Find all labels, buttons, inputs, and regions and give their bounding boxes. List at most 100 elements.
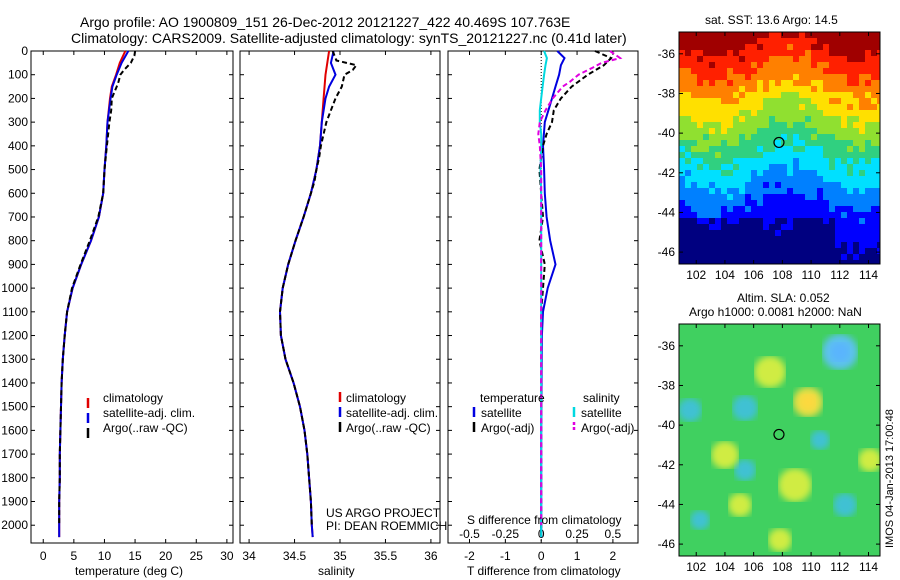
- sst-cell: [835, 152, 842, 159]
- sst-cell: [829, 242, 836, 249]
- sst-cell: [775, 74, 782, 81]
- sst-cell: [709, 254, 716, 261]
- sst-cell: [697, 188, 704, 195]
- sst-cell: [721, 146, 728, 153]
- sst-cell: [691, 212, 698, 219]
- sst-cell: [763, 164, 770, 171]
- sst-cell: [841, 248, 848, 255]
- sst-cell: [727, 110, 734, 117]
- sst-cell: [871, 38, 878, 45]
- sst-cell: [769, 98, 776, 105]
- sst-cell: [841, 140, 848, 147]
- sst-cell: [727, 218, 734, 225]
- sst-cell: [697, 140, 704, 147]
- sst-cell: [841, 146, 848, 153]
- sst-cell: [853, 188, 860, 195]
- sst-cell: [751, 116, 758, 123]
- sst-cell: [787, 236, 794, 243]
- sst-cell: [733, 212, 740, 219]
- sst-cell: [787, 86, 794, 93]
- sla-blob: [768, 528, 792, 552]
- sst-cell: [823, 248, 830, 255]
- sst-cell: [865, 110, 872, 117]
- sst-cell: [835, 206, 842, 213]
- sst-cell: [703, 254, 710, 261]
- sst-cell: [829, 152, 836, 159]
- sst-cell: [865, 182, 872, 189]
- sst-cell: [697, 122, 704, 129]
- sst-cell: [751, 38, 758, 45]
- sla-blob: [833, 493, 857, 517]
- sst-cell: [733, 242, 740, 249]
- sst-cell: [805, 128, 812, 135]
- sst-cell: [877, 74, 880, 81]
- sst-cell: [697, 134, 704, 141]
- sst-cell: [847, 236, 854, 243]
- sst-cell: [739, 62, 746, 69]
- sst-cell: [787, 62, 794, 69]
- sst-cell: [679, 92, 686, 99]
- sst-cell: [757, 242, 764, 249]
- sst-cell: [757, 170, 764, 177]
- sst-cell: [733, 200, 740, 207]
- sst-cell: [763, 236, 770, 243]
- sst-cell: [865, 218, 872, 225]
- sla-blob: [711, 441, 739, 469]
- sst-cell: [709, 152, 716, 159]
- sst-cell: [793, 218, 800, 225]
- sst-cell: [865, 242, 872, 249]
- sst-cell: [769, 44, 776, 51]
- sst-cell: [727, 260, 734, 264]
- sst-cell: [679, 86, 686, 93]
- sst-cell: [751, 146, 758, 153]
- lon-tick-label: 108: [772, 268, 792, 282]
- sst-cell: [739, 224, 746, 231]
- sst-cell: [715, 260, 722, 264]
- sst-cell: [721, 158, 728, 165]
- sst-cell: [829, 248, 836, 255]
- sst-cell: [841, 80, 848, 87]
- sst-cell: [715, 98, 722, 105]
- sst-cell: [739, 104, 746, 111]
- depth-tick-label: 600: [8, 186, 28, 200]
- sst-cell: [679, 194, 686, 201]
- sst-cell: [787, 50, 794, 57]
- sst-cell: [859, 68, 866, 75]
- sst-cell: [727, 56, 734, 63]
- sst-cell: [859, 152, 866, 159]
- sst-cell: [865, 56, 872, 63]
- sst-cell: [847, 170, 854, 177]
- sst-cell: [871, 44, 878, 51]
- sst-cell: [703, 182, 710, 189]
- sst-cell: [715, 50, 722, 57]
- sst-cell: [715, 86, 722, 93]
- sst-cell: [697, 164, 704, 171]
- sst-cell: [859, 218, 866, 225]
- sst-cell: [781, 68, 788, 75]
- sst-cell: [871, 146, 878, 153]
- sst-cell: [877, 92, 880, 99]
- sst-cell: [805, 80, 812, 87]
- legend-t-argo: Argo(-adj): [481, 421, 534, 435]
- sst-cell: [835, 110, 842, 117]
- sst-cell: [823, 152, 830, 159]
- sst-cell: [829, 218, 836, 225]
- sst-cell: [745, 236, 752, 243]
- sst-cell: [733, 164, 740, 171]
- sst-cell: [823, 236, 830, 243]
- sst-cell: [799, 80, 806, 87]
- sst-cell: [775, 38, 782, 45]
- sst-cell: [769, 218, 776, 225]
- sst-cell: [697, 248, 704, 255]
- sst-cell: [811, 218, 818, 225]
- sst-cell: [847, 98, 854, 105]
- sst-cell: [871, 254, 878, 261]
- sst-cell: [865, 116, 872, 123]
- sst-cell: [781, 248, 788, 255]
- sst-cell: [769, 182, 776, 189]
- sst-cell: [739, 152, 746, 159]
- sst-cell: [757, 218, 764, 225]
- sst-cell: [757, 92, 764, 99]
- sst-cell: [751, 152, 758, 159]
- sst-cell: [775, 62, 782, 69]
